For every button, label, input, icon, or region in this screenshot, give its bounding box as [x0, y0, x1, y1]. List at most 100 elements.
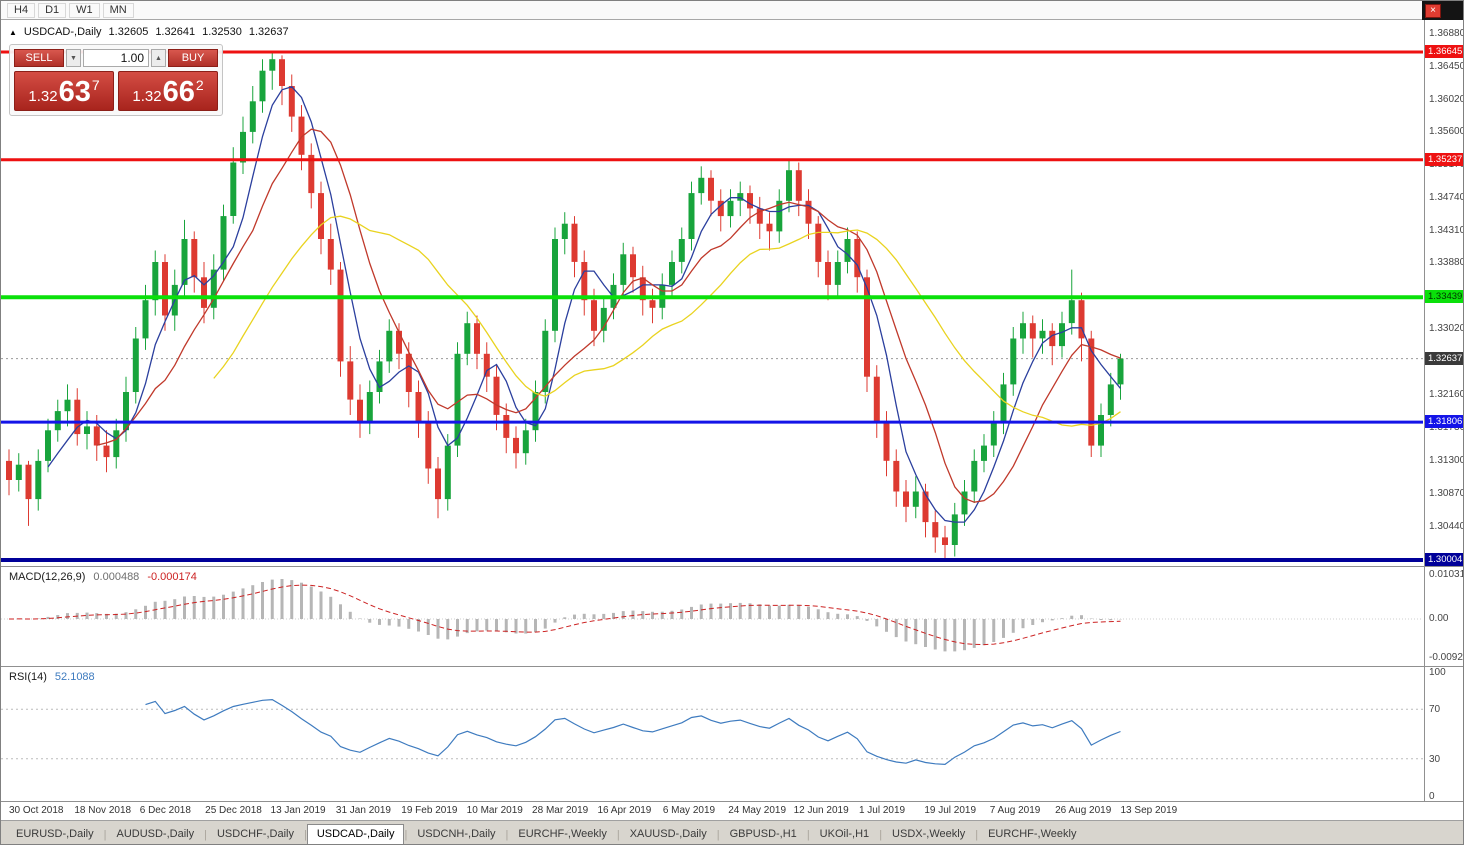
chart-tab[interactable]: USDCHF-,Daily — [216, 828, 294, 840]
chart-tab[interactable]: UKOil-,H1 — [819, 828, 870, 840]
price-axis-border[interactable] — [1424, 20, 1425, 801]
date-label: 24 May 2019 — [728, 805, 787, 816]
price-chart-panel: ▲ USDCAD-,Daily 1.32605 1.32641 1.32530 … — [1, 20, 1463, 566]
close-icon[interactable]: × — [1425, 3, 1441, 18]
rsi-axis-label: 0 — [1429, 791, 1435, 802]
macd-axis-label: -0.009203 — [1429, 652, 1463, 663]
timeframe-button-d1[interactable]: D1 — [38, 2, 67, 18]
volume-increase-icon[interactable]: ▲ — [151, 49, 166, 67]
ma-fast-line — [47, 86, 1122, 523]
macd-signal-value: -0.000174 — [147, 571, 197, 583]
chart-tab[interactable]: USDX-,Weekly — [892, 828, 966, 840]
volume-input[interactable] — [83, 49, 149, 67]
tab-separator: | — [303, 829, 307, 841]
date-label: 6 May 2019 — [662, 805, 716, 816]
macd-name: MACD(12,26,9) — [9, 571, 86, 583]
chart-tab[interactable]: AUDUSD-,Daily — [116, 828, 195, 840]
tab-separator: | — [103, 829, 107, 841]
buy-button[interactable]: BUY — [168, 49, 218, 67]
rsi-axis-label: 70 — [1429, 704, 1441, 716]
time-axis[interactable]: 30 Oct 2018 18 Nov 2018 6 Dec 2018 25 Dec 2… — [1, 801, 1463, 820]
chart-tab[interactable]: XAUUSD-,Daily — [629, 828, 707, 840]
rsi-chart[interactable] — [1, 667, 1424, 801]
one-click-trading-panel: SELL ▼ ▲ BUY 1.32 63 7 1.32 66 2 — [9, 44, 223, 116]
price-axis-label: 1.30870 — [1429, 487, 1464, 499]
current-price-tag: 1.32637 — [1425, 351, 1463, 365]
macd-main-value: 0.000488 — [93, 571, 140, 583]
price-tag-1.31806: 1.31806 — [1425, 415, 1463, 429]
macd-signal-line — [8, 584, 1121, 646]
candlestick-chart[interactable] — [1, 20, 1424, 566]
macd-axis-label: 0.010311 — [1429, 569, 1464, 580]
price-tag-1.30004: 1.30004 — [1425, 552, 1463, 566]
rsi-value: 52.1088 — [54, 671, 95, 683]
ma-slow-line — [213, 215, 1121, 427]
chart-tab[interactable]: USDCNH-,Daily — [417, 828, 496, 840]
rsi-axis-label: 30 — [1429, 753, 1441, 765]
tab-separator: | — [616, 829, 620, 841]
tab-separator: | — [879, 829, 883, 841]
tab-separator: | — [204, 829, 207, 841]
sell-price-pips: 63 — [58, 76, 91, 108]
date-label: 31 Jan 2019 — [335, 805, 391, 816]
macd-chart[interactable] — [1, 567, 1424, 666]
volume-decrease-icon[interactable]: ▼ — [66, 49, 81, 67]
tab-separator: | — [806, 829, 810, 841]
date-label: 26 Aug 2019 — [1055, 805, 1112, 816]
date-label: 10 Mar 2019 — [466, 805, 523, 816]
chart-tab[interactable]: EURCHF-,Weekly — [518, 828, 607, 840]
timeframe-toolbar: H4 D1 W1 MN × — [1, 1, 1463, 20]
chart-title: ▲ USDCAD-,Daily 1.32605 1.32641 1.32530 … — [9, 26, 289, 38]
macd-label: MACD(12,26,9) 0.000488 -0.000174 — [9, 571, 197, 583]
chart-tab[interactable]: EURCHF-,Weekly — [988, 828, 1077, 840]
ma-mid-line — [96, 128, 1121, 503]
timeframe-button-w1[interactable]: W1 — [69, 2, 100, 18]
price-axis-label: 1.36450 — [1429, 60, 1464, 72]
date-label: 16 Apr 2019 — [597, 805, 652, 816]
chart-tab[interactable]: GBPUSD-,H1 — [729, 828, 797, 840]
tab-separator: | — [505, 829, 509, 841]
price-axis-label: 1.30440 — [1429, 520, 1464, 532]
macd-axis-label: 0.00 — [1429, 613, 1449, 624]
date-label: 25 Dec 2018 — [205, 805, 262, 816]
buy-price-base: 1.32 — [132, 88, 162, 105]
date-label: 30 Oct 2018 — [9, 805, 64, 816]
timeframe-button-h4[interactable]: H4 — [7, 2, 36, 18]
buy-price-display[interactable]: 1.32 66 2 — [118, 71, 218, 111]
date-label: 12 Jun 2019 — [793, 805, 849, 816]
tab-separator: | — [716, 829, 720, 841]
rsi-name: RSI(14) — [9, 671, 47, 683]
chart-symbol-label: USDCAD-,Daily — [23, 26, 102, 38]
date-label: 7 Aug 2019 — [989, 805, 1041, 816]
order-entry-row: SELL ▼ ▲ BUY — [14, 49, 218, 67]
macd-histogram — [17, 579, 1122, 652]
candles-layer — [6, 52, 1124, 559]
date-label: 13 Jan 2019 — [270, 805, 326, 816]
timeframe-button-mn[interactable]: MN — [102, 2, 134, 18]
macd-indicator-panel: MACD(12,26,9) 0.000488 -0.000174 0.01031… — [1, 566, 1463, 666]
sell-price-base: 1.32 — [28, 88, 58, 105]
price-axis-label: 1.36020 — [1429, 93, 1464, 105]
tab-separator: | — [404, 829, 408, 841]
sell-price-display[interactable]: 1.32 63 7 — [14, 71, 114, 111]
price-axis-label: 1.33020 — [1429, 323, 1464, 335]
date-label: 13 Sep 2019 — [1120, 805, 1178, 816]
chart-tab[interactable]: EURUSD-,Daily — [16, 828, 94, 840]
quote-open: 1.32605 — [108, 26, 149, 38]
price-axis-label: 1.35600 — [1429, 125, 1464, 137]
quote-price-row: 1.32 63 7 1.32 66 2 — [14, 71, 218, 111]
price-axis-label: 1.34740 — [1429, 191, 1464, 203]
sell-button[interactable]: SELL — [14, 49, 64, 67]
price-tag-1.36645: 1.36645 — [1425, 44, 1463, 58]
price-tag-1.35237: 1.35237 — [1425, 152, 1463, 166]
date-label: 19 Feb 2019 — [401, 805, 458, 816]
window-controls: × — [1422, 1, 1463, 20]
sell-price-pipette: 7 — [91, 77, 100, 93]
buy-price-pips: 66 — [162, 76, 195, 108]
rsi-axis-label: 100 — [1429, 667, 1446, 678]
chart-tab[interactable]: USDCAD-,Daily — [306, 824, 405, 844]
rsi-label: RSI(14) 52.1088 — [9, 671, 95, 683]
price-axis-label: 1.33880 — [1429, 257, 1464, 269]
date-label: 18 Nov 2018 — [74, 805, 132, 816]
